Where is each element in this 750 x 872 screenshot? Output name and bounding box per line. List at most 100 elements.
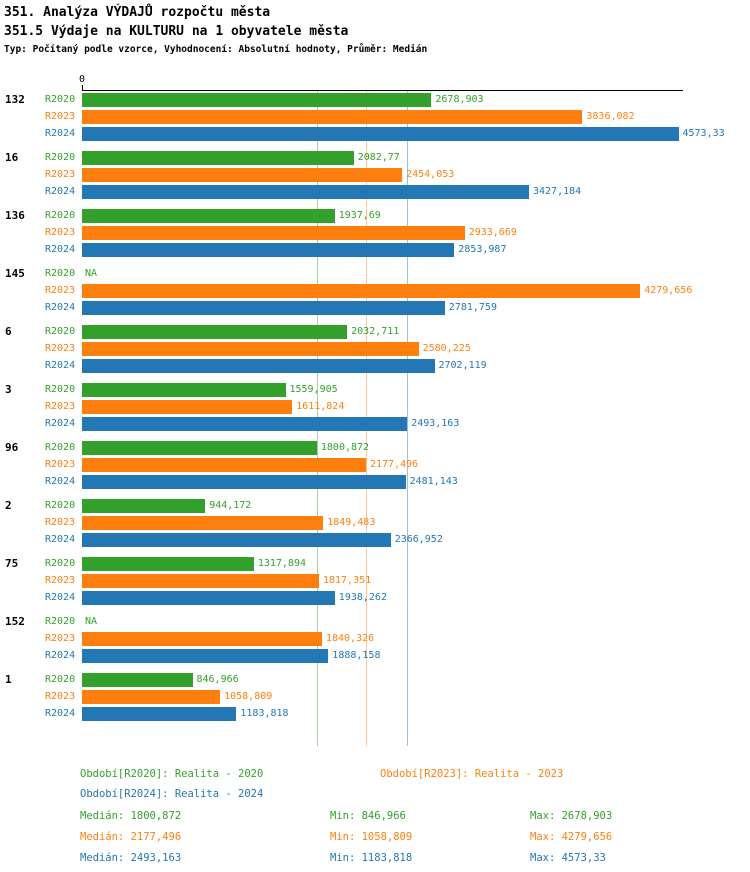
value-label-r2023-1: 1058,809	[224, 691, 273, 702]
series-tick-label-r2020: R2020	[45, 210, 76, 221]
bar-r2024-152	[82, 649, 329, 663]
category-label-75: 75	[5, 557, 19, 570]
stat-max-r2024: Max: 4573,33	[530, 852, 606, 864]
value-label-r2023-2: 1849,483	[327, 517, 376, 528]
stat-median-r2020: Medián: 1800,872	[80, 810, 182, 822]
category-label-2: 2	[5, 499, 12, 512]
category-label-145: 145	[5, 267, 25, 280]
bar-r2024-6	[82, 359, 435, 373]
stat-min-r2020: Min: 846,966	[330, 810, 406, 822]
series-tick-label-r2024: R2024	[45, 592, 76, 603]
value-label-r2020-152: NA	[85, 616, 98, 627]
series-tick-label-r2023: R2023	[45, 691, 76, 702]
stat-min-r2024: Min: 1183,818	[330, 852, 413, 864]
series-tick-label-r2023: R2023	[45, 227, 76, 238]
value-label-r2024-136: 2853,987	[458, 244, 507, 255]
bar-r2020-16	[82, 151, 354, 165]
stat-median-r2024: Medián: 2493,163	[80, 852, 182, 864]
series-tick-label-r2024: R2024	[45, 534, 76, 545]
stat-max-r2023: Max: 4279,656	[530, 831, 613, 843]
series-tick-label-r2024: R2024	[45, 360, 76, 371]
value-label-r2020-6: 2032,711	[351, 326, 400, 337]
value-label-r2024-6: 2702,119	[438, 360, 487, 371]
bar-r2023-145	[82, 284, 641, 298]
bar-r2024-75	[82, 591, 335, 605]
value-label-r2024-3: 2493,163	[411, 418, 460, 429]
category-label-96: 96	[5, 441, 19, 454]
series-tick-label-r2020: R2020	[45, 268, 76, 279]
bar-r2024-96	[82, 475, 406, 489]
series-tick-label-r2023: R2023	[45, 575, 76, 586]
value-label-r2024-16: 3427,184	[533, 186, 582, 197]
series-tick-label-r2024: R2024	[45, 186, 76, 197]
bar-r2020-3	[82, 383, 286, 397]
x-axis-zero-tick	[82, 85, 83, 90]
category-label-3: 3	[5, 383, 12, 396]
value-label-r2024-96: 2481,143	[409, 476, 458, 487]
bar-r2023-152	[82, 632, 322, 646]
bar-r2024-3	[82, 417, 408, 431]
stat-median-r2023: Medián: 2177,496	[80, 831, 182, 843]
value-label-r2020-75: 1317,894	[257, 558, 307, 569]
series-tick-label-r2023: R2023	[45, 459, 76, 470]
bar-r2020-136	[82, 209, 335, 223]
value-label-r2024-132: 4573,33	[682, 128, 725, 139]
category-label-1: 1	[5, 673, 12, 686]
chart-subtitle-title: 351.5 Výdaje na KULTURU na 1 obyvatele m…	[4, 24, 349, 39]
series-tick-label-r2023: R2023	[45, 401, 76, 412]
value-label-r2020-16: 2082,77	[357, 152, 400, 163]
value-label-r2023-145: 4279,656	[644, 285, 693, 296]
value-label-r2023-152: 1840,326	[326, 633, 375, 644]
bar-r2020-132	[82, 93, 432, 107]
series-tick-label-r2024: R2024	[45, 476, 76, 487]
category-label-132: 132	[5, 93, 25, 106]
bar-r2023-1	[82, 690, 221, 704]
value-label-r2020-1: 846,966	[196, 674, 239, 685]
bar-r2020-96	[82, 441, 317, 455]
bar-r2023-6	[82, 342, 419, 356]
value-label-r2020-132: 2678,903	[435, 94, 484, 105]
series-tick-label-r2024: R2024	[45, 128, 76, 139]
value-label-r2020-96: 1800,872	[320, 442, 370, 453]
stat-min-r2023: Min: 1058,809	[330, 831, 413, 843]
bar-r2024-2	[82, 533, 391, 547]
bar-r2023-136	[82, 226, 465, 240]
value-label-r2024-152: 1888,158	[332, 650, 381, 661]
series-tick-label-r2023: R2023	[45, 169, 76, 180]
value-label-r2024-1: 1183,818	[240, 708, 289, 719]
series-tick-label-r2020: R2020	[45, 674, 76, 685]
series-tick-label-r2023: R2023	[45, 285, 76, 296]
x-axis-zero-label: 0	[79, 74, 86, 85]
legend-item-r2020: Období[R2020]: Realita - 2020	[80, 768, 264, 780]
value-label-r2024-2: 2366,952	[394, 534, 443, 545]
bar-r2023-75	[82, 574, 319, 588]
value-label-r2020-136: 1937,69	[338, 210, 381, 221]
series-tick-label-r2024: R2024	[45, 650, 76, 661]
bar-r2023-3	[82, 400, 293, 414]
legend-item-r2024: Období[R2024]: Realita - 2024	[80, 788, 264, 800]
page-title: 351. Analýza VÝDAJŮ rozpočtu města	[4, 5, 271, 20]
series-tick-label-r2023: R2023	[45, 343, 76, 354]
bar-r2023-16	[82, 168, 403, 182]
legend-item-r2023: Období[R2023]: Realita - 2023	[380, 768, 564, 780]
series-tick-label-r2020: R2020	[45, 616, 76, 627]
series-tick-label-r2020: R2020	[45, 442, 76, 453]
x-axis-line	[82, 90, 683, 91]
bar-r2023-2	[82, 516, 324, 530]
bar-r2020-75	[82, 557, 254, 571]
value-label-r2024-145: 2781,759	[448, 302, 497, 313]
bar-r2024-16	[82, 185, 529, 199]
value-label-r2023-3: 1611,824	[296, 401, 345, 412]
series-tick-label-r2020: R2020	[45, 326, 76, 337]
series-tick-label-r2020: R2020	[45, 558, 76, 569]
bar-r2024-136	[82, 243, 455, 257]
value-label-r2023-16: 2454,053	[406, 169, 455, 180]
series-tick-label-r2020: R2020	[45, 94, 76, 105]
bar-r2024-132	[82, 127, 679, 141]
value-label-r2024-75: 1938,262	[338, 592, 387, 603]
median-line-r2024	[407, 90, 408, 746]
bar-r2024-145	[82, 301, 445, 315]
value-label-r2023-6: 2580,225	[422, 343, 471, 354]
